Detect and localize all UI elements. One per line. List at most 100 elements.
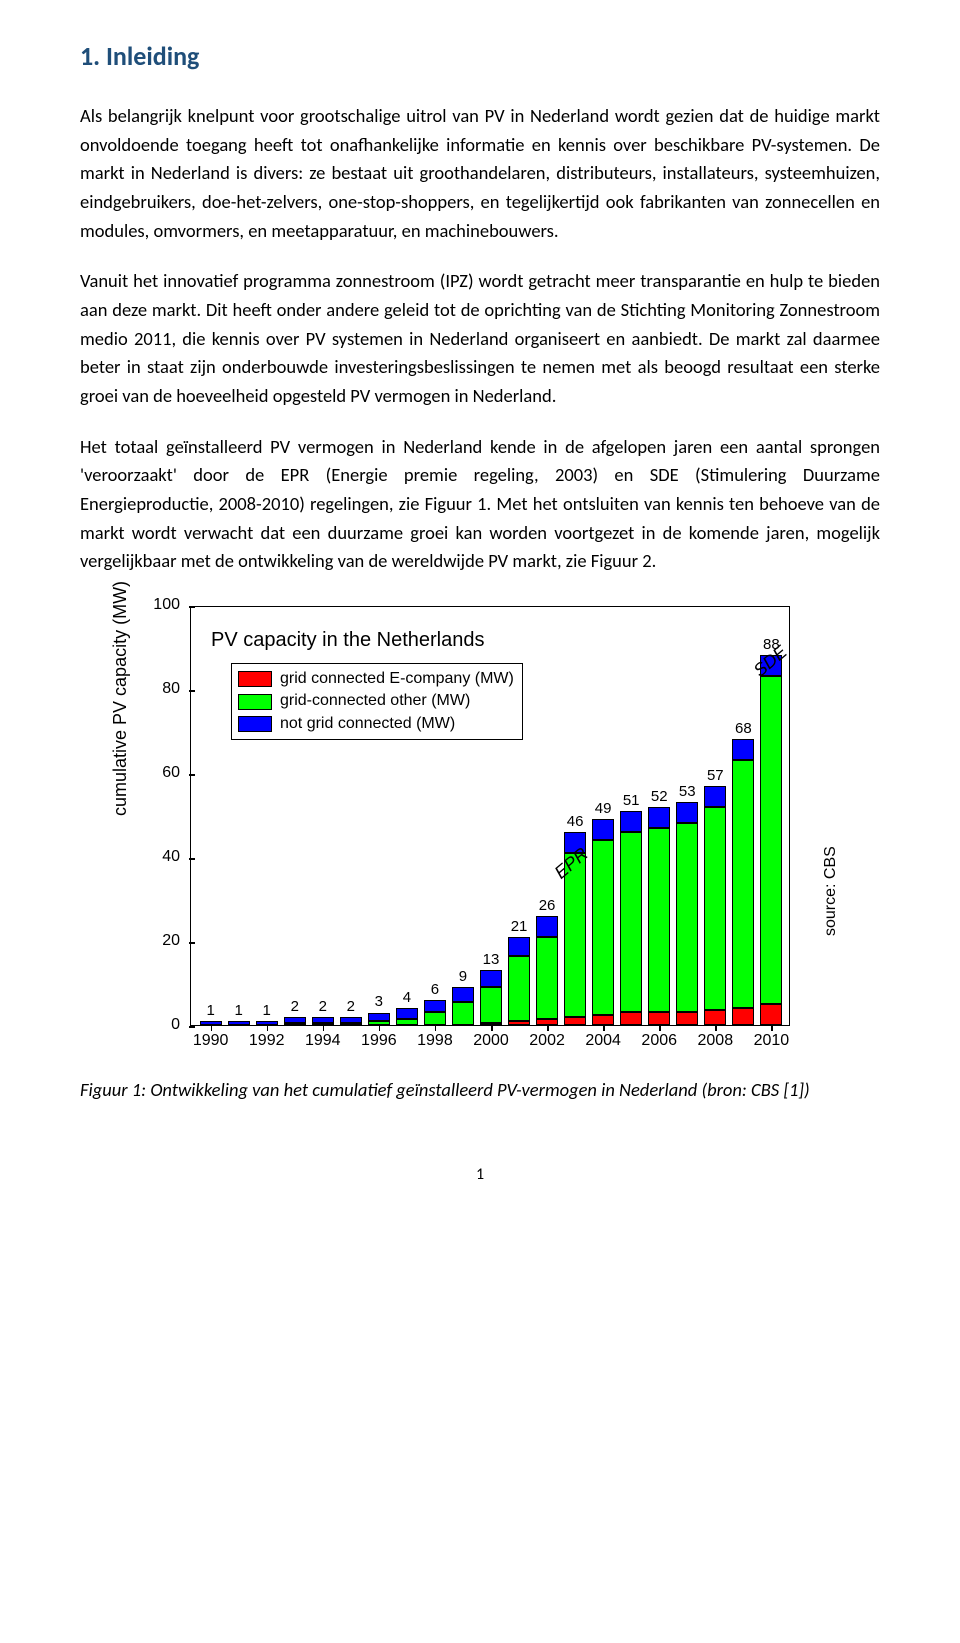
bar-value-label: 1: [224, 1002, 254, 1019]
bar-segment: [396, 1008, 418, 1019]
bar-value-label: 49: [588, 800, 618, 817]
bar-segment: [284, 1023, 306, 1025]
document-page: 1. Inleiding Als belangrijk knelpunt voo…: [0, 0, 960, 1244]
bar-value-label: 1: [252, 1002, 282, 1019]
bar-segment: [648, 828, 670, 1013]
x-tick-label: 2010: [754, 1032, 790, 1050]
x-tick-mark: [491, 1025, 493, 1031]
bar-segment: [340, 1023, 362, 1025]
bar-segment: [368, 1013, 390, 1021]
bar-segment: [312, 1017, 334, 1023]
bar-segment: [536, 937, 558, 1019]
bar-value-label: 68: [728, 720, 758, 737]
bar-segment: [704, 1010, 726, 1025]
x-tick-label: 2002: [529, 1032, 565, 1050]
bar-segment: [620, 1012, 642, 1025]
x-tick-label: 1996: [361, 1032, 397, 1050]
bar-segment: [676, 802, 698, 823]
y-tick-label: 60: [150, 764, 180, 782]
bar-segment: [508, 956, 530, 1021]
bar-value-label: 1: [196, 1002, 226, 1019]
bar-segment: [228, 1021, 250, 1025]
bar-value-label: 6: [420, 981, 450, 998]
bar-segment: [424, 1012, 446, 1025]
bar-segment: [676, 1012, 698, 1025]
x-tick-mark: [603, 1025, 605, 1031]
bar-value-label: 21: [504, 918, 534, 935]
x-tick-label: 2004: [585, 1032, 621, 1050]
bar-segment: [592, 1015, 614, 1026]
bar-segment: [648, 1012, 670, 1025]
x-tick-mark: [659, 1025, 661, 1031]
bar-value-label: 13: [476, 951, 506, 968]
figure-caption: Figuur 1: Ontwikkeling van het cumulatie…: [80, 1076, 880, 1105]
bar-segment: [648, 807, 670, 828]
bar-segment: [732, 1008, 754, 1025]
x-tick-mark: [211, 1025, 213, 1031]
x-tick-mark: [547, 1025, 549, 1031]
bar-value-label: 4: [392, 989, 422, 1006]
bar-segment: [620, 811, 642, 832]
bar-value-label: 52: [644, 788, 674, 805]
x-tick-mark: [771, 1025, 773, 1031]
bar-segment: [452, 1002, 474, 1025]
chart-container: cumulative PV capacity (MW) source: CBS …: [130, 606, 830, 1026]
bar-segment: [704, 786, 726, 807]
bar-segment: [508, 1021, 530, 1025]
x-tick-mark: [323, 1025, 325, 1031]
bar-segment: [480, 987, 502, 1023]
bar-segment: [732, 739, 754, 760]
bar-value-label: 2: [308, 998, 338, 1015]
bar-segment: [480, 970, 502, 987]
y-tick-mark: [189, 1026, 195, 1028]
y-tick-label: 20: [150, 932, 180, 950]
y-tick-label: 80: [150, 680, 180, 698]
x-tick-mark: [435, 1025, 437, 1031]
x-tick-mark: [267, 1025, 269, 1031]
bar-value-label: 3: [364, 993, 394, 1010]
x-tick-mark: [715, 1025, 717, 1031]
y-tick-label: 100: [150, 596, 180, 614]
x-tick-label: 1994: [305, 1032, 341, 1050]
bar-segment: [340, 1017, 362, 1023]
y-tick-label: 0: [150, 1016, 180, 1034]
bar-segment: [536, 916, 558, 937]
bar-segment: [704, 807, 726, 1011]
bar-segment: [592, 840, 614, 1014]
chart-y-axis-label: cumulative PV capacity (MW): [110, 581, 131, 816]
x-tick-label: 2006: [641, 1032, 677, 1050]
bar-segment: [452, 987, 474, 1002]
y-tick-label: 40: [150, 848, 180, 866]
bar-value-label: 2: [336, 998, 366, 1015]
chart-bars: 11122234691321264649515253576888: [191, 607, 789, 1025]
bar-segment: [396, 1019, 418, 1025]
bar-segment: [592, 819, 614, 840]
bar-segment: [284, 1017, 306, 1023]
x-tick-mark: [379, 1025, 381, 1031]
bar-segment: [760, 676, 782, 1004]
x-tick-label: 1992: [249, 1032, 285, 1050]
bar-value-label: 51: [616, 792, 646, 809]
bar-segment: [564, 1017, 586, 1025]
section-heading: 1. Inleiding: [80, 40, 880, 72]
x-tick-label: 1990: [193, 1032, 229, 1050]
bar-segment: [620, 832, 642, 1013]
bar-segment: [676, 823, 698, 1012]
paragraph-3: Het totaal geïnstalleerd PV vermogen in …: [80, 433, 880, 576]
x-tick-label: 2000: [473, 1032, 509, 1050]
bar-segment: [732, 760, 754, 1008]
bar-value-label: 53: [672, 783, 702, 800]
bar-value-label: 2: [280, 998, 310, 1015]
x-tick-label: 1998: [417, 1032, 453, 1050]
bar-value-label: 46: [560, 813, 590, 830]
bar-value-label: 9: [448, 968, 478, 985]
chart-plot-area: PV capacity in the Netherlands grid conn…: [190, 606, 790, 1026]
x-tick-label: 2008: [698, 1032, 734, 1050]
page-number: 1: [80, 1165, 880, 1184]
bar-segment: [760, 1004, 782, 1025]
paragraph-1: Als belangrijk knelpunt voor grootschali…: [80, 102, 880, 245]
bar-segment: [424, 1000, 446, 1013]
bar-value-label: 26: [532, 897, 562, 914]
bar-value-label: 57: [700, 767, 730, 784]
chart-source-label: source: CBS: [822, 846, 840, 936]
